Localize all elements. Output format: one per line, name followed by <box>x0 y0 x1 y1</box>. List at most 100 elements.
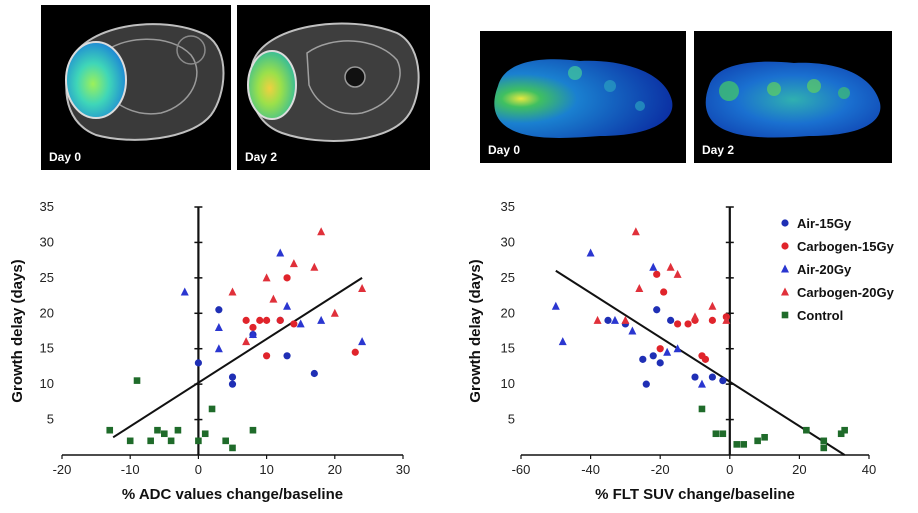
point-control <box>820 437 828 445</box>
x-tick-label: 0 <box>195 462 202 477</box>
point-air-15gy <box>719 377 727 385</box>
point-control <box>201 430 209 438</box>
point-carbogen-15gy <box>249 323 257 332</box>
point-air-15gy <box>656 359 664 367</box>
point-carbogen-15gy <box>708 316 716 324</box>
legend-marker <box>781 219 789 227</box>
point-air-15gy <box>604 316 612 324</box>
point-carbogen-20gy <box>708 301 717 310</box>
point-air-15gy <box>310 369 318 378</box>
point-air-15gy <box>228 380 237 388</box>
y-tick-label: 5 <box>47 412 54 427</box>
point-control <box>106 426 114 434</box>
adc-scatter-chart: 5 10 15 20 25 30 35 -20 -10 0 10 20 30 % ADC values c… <box>9 199 410 503</box>
y-tick-label: 5 <box>508 412 515 427</box>
point-carbogen-20gy <box>593 315 602 324</box>
pet-image-day2: Day 2 <box>694 31 892 163</box>
point-air-20gy <box>276 248 285 257</box>
point-air-20gy <box>214 344 223 353</box>
point-control <box>195 437 202 445</box>
point-carbogen-20gy <box>262 273 271 282</box>
y-tick-label: 30 <box>501 234 515 249</box>
legend-marker <box>781 264 789 273</box>
mri-slice-graphic <box>65 23 225 141</box>
point-carbogen-15gy <box>660 288 668 296</box>
point-carbogen-20gy <box>691 312 699 321</box>
point-air-20gy <box>283 301 292 310</box>
point-carbogen-15gy <box>256 316 264 324</box>
x-axis-label: % ADC values change/baseline <box>122 486 343 503</box>
y-tick-label: 30 <box>40 234 54 249</box>
point-control <box>837 430 845 438</box>
point-carbogen-15gy <box>263 316 271 324</box>
point-carbogen-20gy <box>621 315 630 324</box>
point-control <box>133 377 141 384</box>
point-air-15gy <box>215 306 223 314</box>
point-carbogen-15gy <box>351 348 359 356</box>
point-control <box>740 441 748 448</box>
point-control <box>222 437 229 445</box>
point-air-15gy <box>691 373 699 381</box>
legend-label: Air-20Gy <box>797 262 852 277</box>
x-tick-label: 30 <box>396 462 410 477</box>
y-tick-label: 35 <box>501 199 515 214</box>
legend-label: Air-15Gy <box>797 216 852 231</box>
point-air-20gy <box>649 262 658 271</box>
point-carbogen-20gy <box>666 262 675 271</box>
y-tick-label: 25 <box>501 270 515 285</box>
point-air-20gy <box>558 337 567 346</box>
y-tick-label: 35 <box>40 199 54 214</box>
point-carbogen-15gy <box>701 355 710 363</box>
point-air-15gy <box>194 359 202 367</box>
point-air-20gy <box>673 344 682 353</box>
y-tick-label: 15 <box>40 341 54 356</box>
point-carbogen-20gy <box>310 262 319 271</box>
point-air-20gy <box>317 315 326 324</box>
x-tick-label: 10 <box>259 462 273 477</box>
point-air-20gy <box>214 322 223 331</box>
point-air-15gy <box>639 355 647 363</box>
legend-marker <box>781 242 789 250</box>
point-control <box>229 444 236 452</box>
x-tick-label: -20 <box>651 462 670 477</box>
point-air-20gy <box>551 301 560 310</box>
point-control <box>820 444 828 452</box>
point-carbogen-20gy <box>289 259 298 268</box>
point-carbogen-15gy <box>674 320 682 328</box>
point-control <box>698 405 706 413</box>
point-control <box>167 437 175 445</box>
x-tick-label: -10 <box>121 462 140 477</box>
x-tick-label: 20 <box>328 462 342 477</box>
point-carbogen-20gy <box>631 227 640 236</box>
point-carbogen-20gy <box>722 315 731 324</box>
point-carbogen-20gy <box>228 287 237 296</box>
mri-image-day2: Day 2 <box>237 5 430 170</box>
point-control <box>733 441 741 448</box>
point-carbogen-15gy <box>653 270 661 278</box>
point-carbogen-20gy <box>242 337 251 346</box>
pet-scan-graphic <box>494 59 673 138</box>
point-control <box>803 426 810 434</box>
point-carbogen-20gy <box>330 308 339 317</box>
point-air-20gy <box>358 337 367 346</box>
point-air-20gy <box>296 319 305 328</box>
point-carbogen-15gy <box>263 352 271 360</box>
legend-label: Carbogen-15Gy <box>797 239 895 254</box>
y-axis-label: Growth delay (days) <box>467 259 484 402</box>
mri-slice-graphic <box>247 22 420 142</box>
point-control <box>126 437 134 445</box>
point-carbogen-20gy <box>317 227 326 236</box>
point-air-20gy <box>248 330 257 339</box>
x-tick-label: -20 <box>53 462 72 477</box>
point-control <box>174 426 182 434</box>
pet-scan-graphic <box>705 61 881 138</box>
legend-marker <box>781 311 789 319</box>
point-air-20gy <box>180 287 189 296</box>
pet-day0-label: Day 0 <box>488 143 521 157</box>
trend-line <box>555 269 846 456</box>
point-air-15gy <box>649 352 657 360</box>
y-tick-label: 20 <box>501 305 515 320</box>
y-axis-label: Growth delay (days) <box>9 259 26 402</box>
x-tick-label: -40 <box>581 462 600 477</box>
point-control <box>754 437 761 445</box>
